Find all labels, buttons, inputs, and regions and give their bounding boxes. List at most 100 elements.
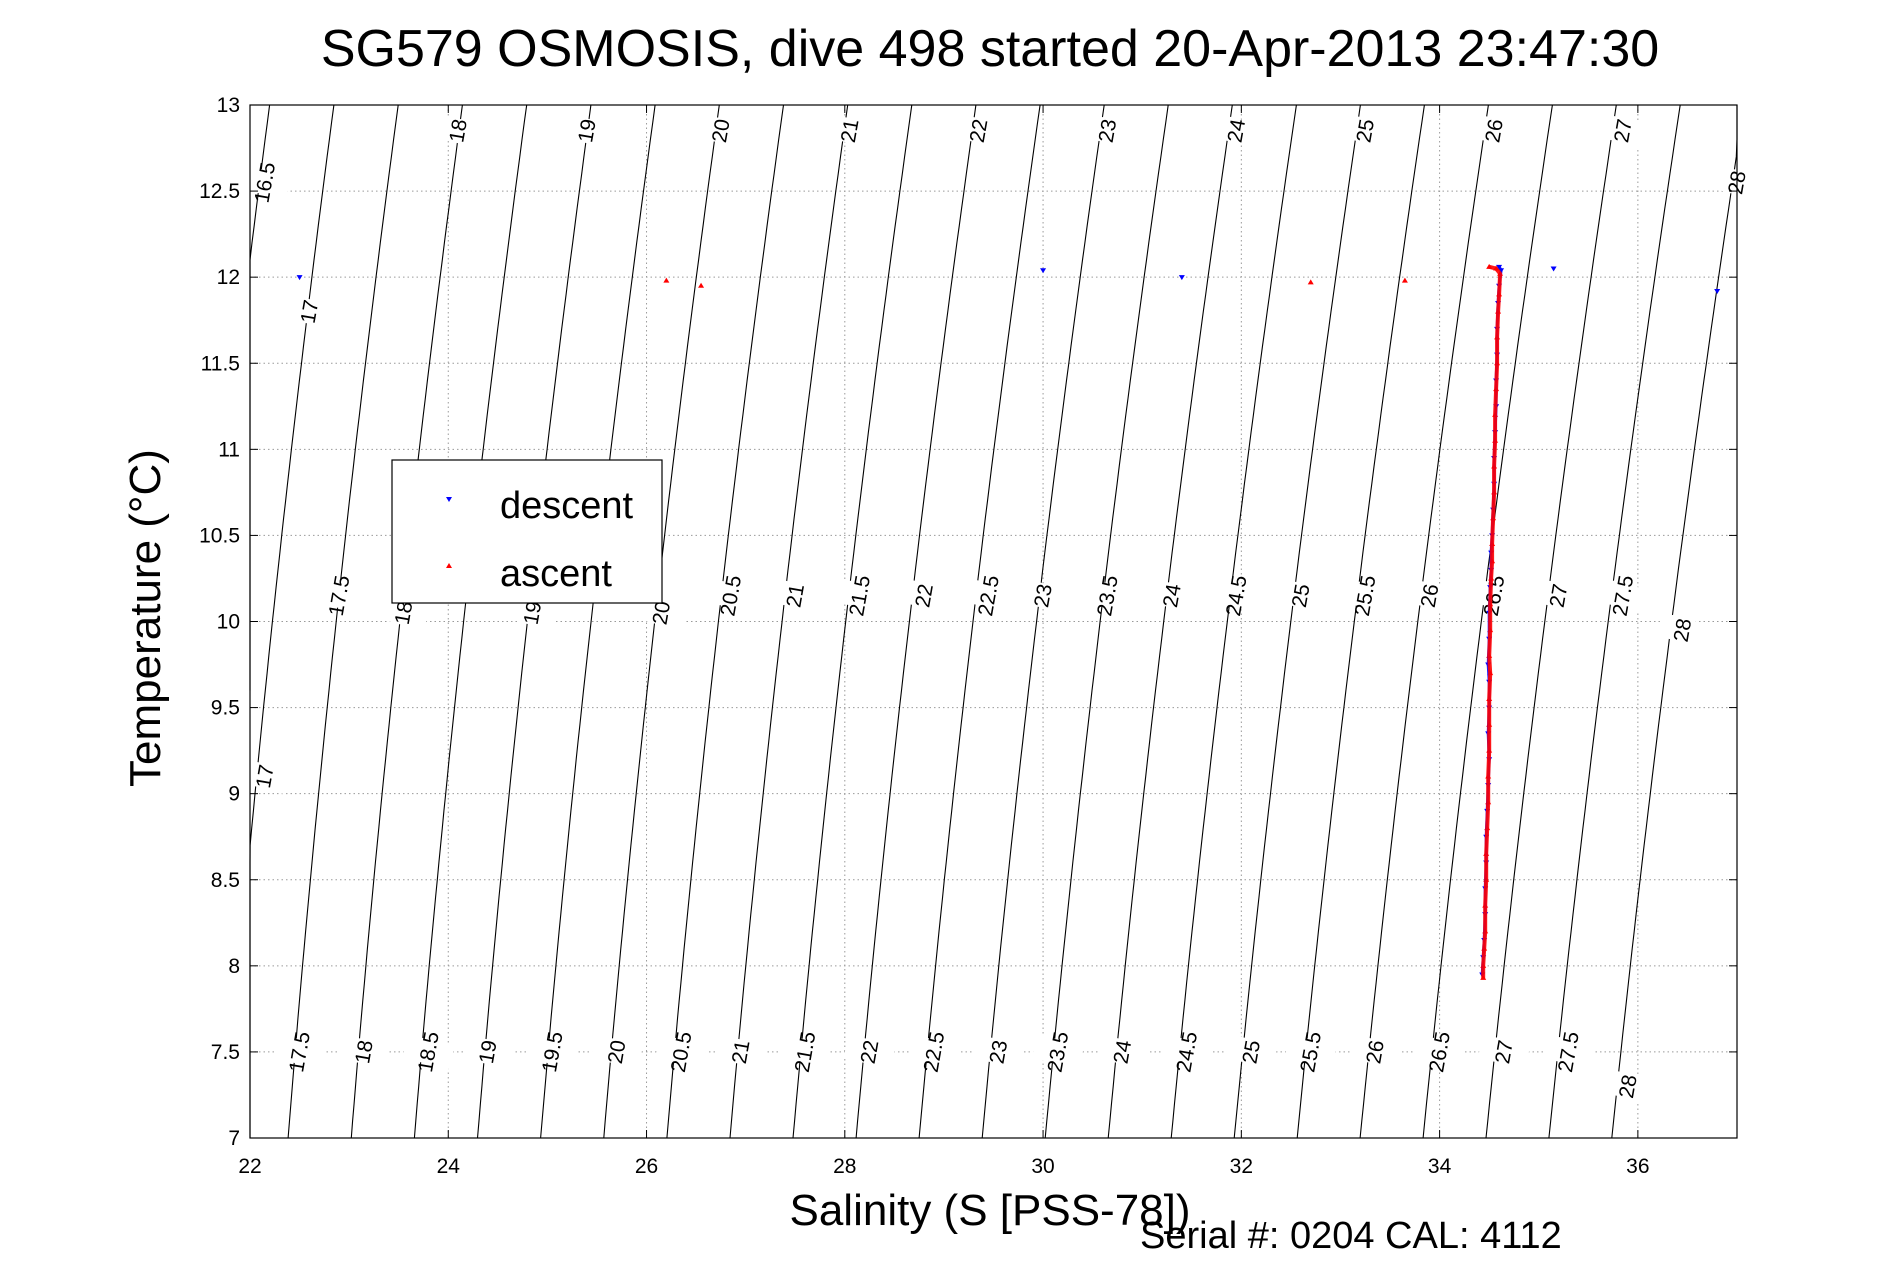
- contour-label: 27: [1546, 582, 1573, 609]
- x-tick-label: 36: [1626, 1155, 1649, 1178]
- contour-label-background: [1031, 1034, 1085, 1070]
- contour-label-background: [402, 1034, 455, 1070]
- contour-label-background: [461, 1034, 515, 1070]
- contour-label-background: [273, 1034, 326, 1070]
- density-contour-line: [918, 104, 1041, 1139]
- legend-ascent-marker: [446, 563, 452, 568]
- contour-label-background: [962, 577, 1015, 614]
- contour-label: 24: [1224, 117, 1251, 144]
- density-contour-line: [1044, 104, 1169, 1139]
- legend-descent-label: descent: [500, 485, 634, 527]
- contour-label-background: [972, 1034, 1025, 1070]
- contour-label: 21: [837, 117, 864, 144]
- legend: descent ascent: [391, 459, 663, 604]
- legend-descent-marker: [446, 497, 452, 502]
- contour-label-background: [1274, 577, 1328, 614]
- y-tick-label: 7.5: [211, 1041, 240, 1064]
- density-contour-line: [287, 104, 399, 1139]
- contour-label: 28: [1670, 617, 1697, 644]
- density-contour-line: [1422, 104, 1553, 1139]
- contour-label-background: [1596, 577, 1650, 614]
- data-points: [296, 263, 1721, 980]
- contour-label-background: [714, 1034, 767, 1070]
- x-tick-label: 32: [1230, 1155, 1253, 1178]
- contour-label-background: [823, 113, 877, 149]
- density-contour-line: [855, 104, 977, 1139]
- contour-label: 25: [1352, 117, 1379, 144]
- contour-label-background: [635, 595, 688, 631]
- contour-label: 23: [1030, 582, 1057, 609]
- contour-label-background: [1656, 612, 1709, 648]
- contour-label-background: [312, 577, 366, 614]
- contour-label-background: [704, 577, 758, 614]
- axis-ticks: 22 24 26 28 30 32 34 36 7 7.5 8 8.5 9 9.5 10 10.5 11 11.5…: [199, 94, 1737, 1178]
- contour-label: 17: [252, 763, 279, 790]
- density-contour-line: [981, 104, 1105, 1139]
- contour-label-background: [283, 293, 336, 330]
- footer-serial-cal: Serial #: 0204 CAL: 4112: [1140, 1215, 1562, 1257]
- density-contour-line: [413, 104, 528, 1139]
- density-contour-line: [1359, 104, 1489, 1139]
- x-tick-label: 34: [1428, 1155, 1452, 1178]
- contour-label-background: [654, 1034, 708, 1070]
- contour-label: 23: [1095, 117, 1122, 144]
- contour-label: 20: [604, 1039, 631, 1066]
- contour-label-background: [506, 595, 559, 631]
- y-tick-label: 8.5: [211, 869, 240, 892]
- x-tick-label: 24: [437, 1155, 461, 1178]
- y-axis-label: Temperature (°C): [121, 449, 170, 787]
- contour-label: 28: [1615, 1073, 1642, 1100]
- descent-point: [1040, 268, 1047, 274]
- contour-label: 26: [1481, 117, 1508, 144]
- contour-label-background: [833, 577, 886, 614]
- y-tick-label: 10.5: [199, 524, 240, 547]
- contour-label: 19: [475, 1039, 502, 1066]
- contour-label-background: [1284, 1034, 1338, 1070]
- y-tick-label: 9: [228, 783, 240, 806]
- y-tick-label: 11: [218, 438, 240, 461]
- contour-label-background: [1145, 577, 1199, 614]
- contour-label-background: [897, 577, 951, 614]
- density-contour-line: [1107, 104, 1233, 1139]
- ascent-point: [663, 277, 670, 283]
- density-contour-line: [729, 104, 849, 1139]
- y-tick-label: 12.5: [199, 180, 240, 203]
- contour-label-background: [1542, 1034, 1595, 1070]
- contour-label: 23: [986, 1039, 1013, 1066]
- descent-point: [1178, 275, 1185, 281]
- contour-label: 22: [966, 117, 993, 144]
- x-tick-label: 28: [833, 1155, 856, 1178]
- density-contour-line: [792, 104, 913, 1139]
- contour-label-background: [1016, 577, 1070, 614]
- contour-label-background: [1160, 1034, 1214, 1070]
- contour-label-background: [778, 1034, 832, 1070]
- contour-label-background: [1477, 1034, 1531, 1070]
- contour-label-background: [1081, 113, 1134, 149]
- contour-label-background: [1403, 577, 1456, 614]
- y-tick-label: 12: [217, 266, 240, 289]
- y-tick-label: 9.5: [211, 697, 240, 720]
- contour-label-background: [526, 1034, 579, 1070]
- contour-label: 26: [1417, 582, 1444, 609]
- density-contour-line: [540, 104, 656, 1139]
- contour-label: 18: [351, 1039, 378, 1066]
- contour-label-background: [590, 1034, 644, 1070]
- legend-ascent-label: ascent: [500, 553, 612, 595]
- contour-label: 19: [574, 117, 601, 144]
- contour-label: 21: [728, 1039, 755, 1066]
- contour-label-background: [694, 113, 748, 149]
- ascent-point: [698, 282, 705, 288]
- contour-label: 27: [1491, 1039, 1518, 1066]
- ascent-profile-trace: [1481, 264, 1503, 978]
- contour-label-background: [1532, 577, 1585, 614]
- contour-label: 18: [445, 117, 472, 144]
- contour-label-background: [768, 577, 822, 614]
- contour-label-background: [337, 1034, 391, 1070]
- contour-label-background: [952, 113, 1005, 149]
- contour-label-background: [1338, 113, 1392, 149]
- density-contour-line: [1296, 104, 1425, 1139]
- contour-label-background: [1413, 1034, 1466, 1070]
- contour-label-background: [1596, 113, 1650, 149]
